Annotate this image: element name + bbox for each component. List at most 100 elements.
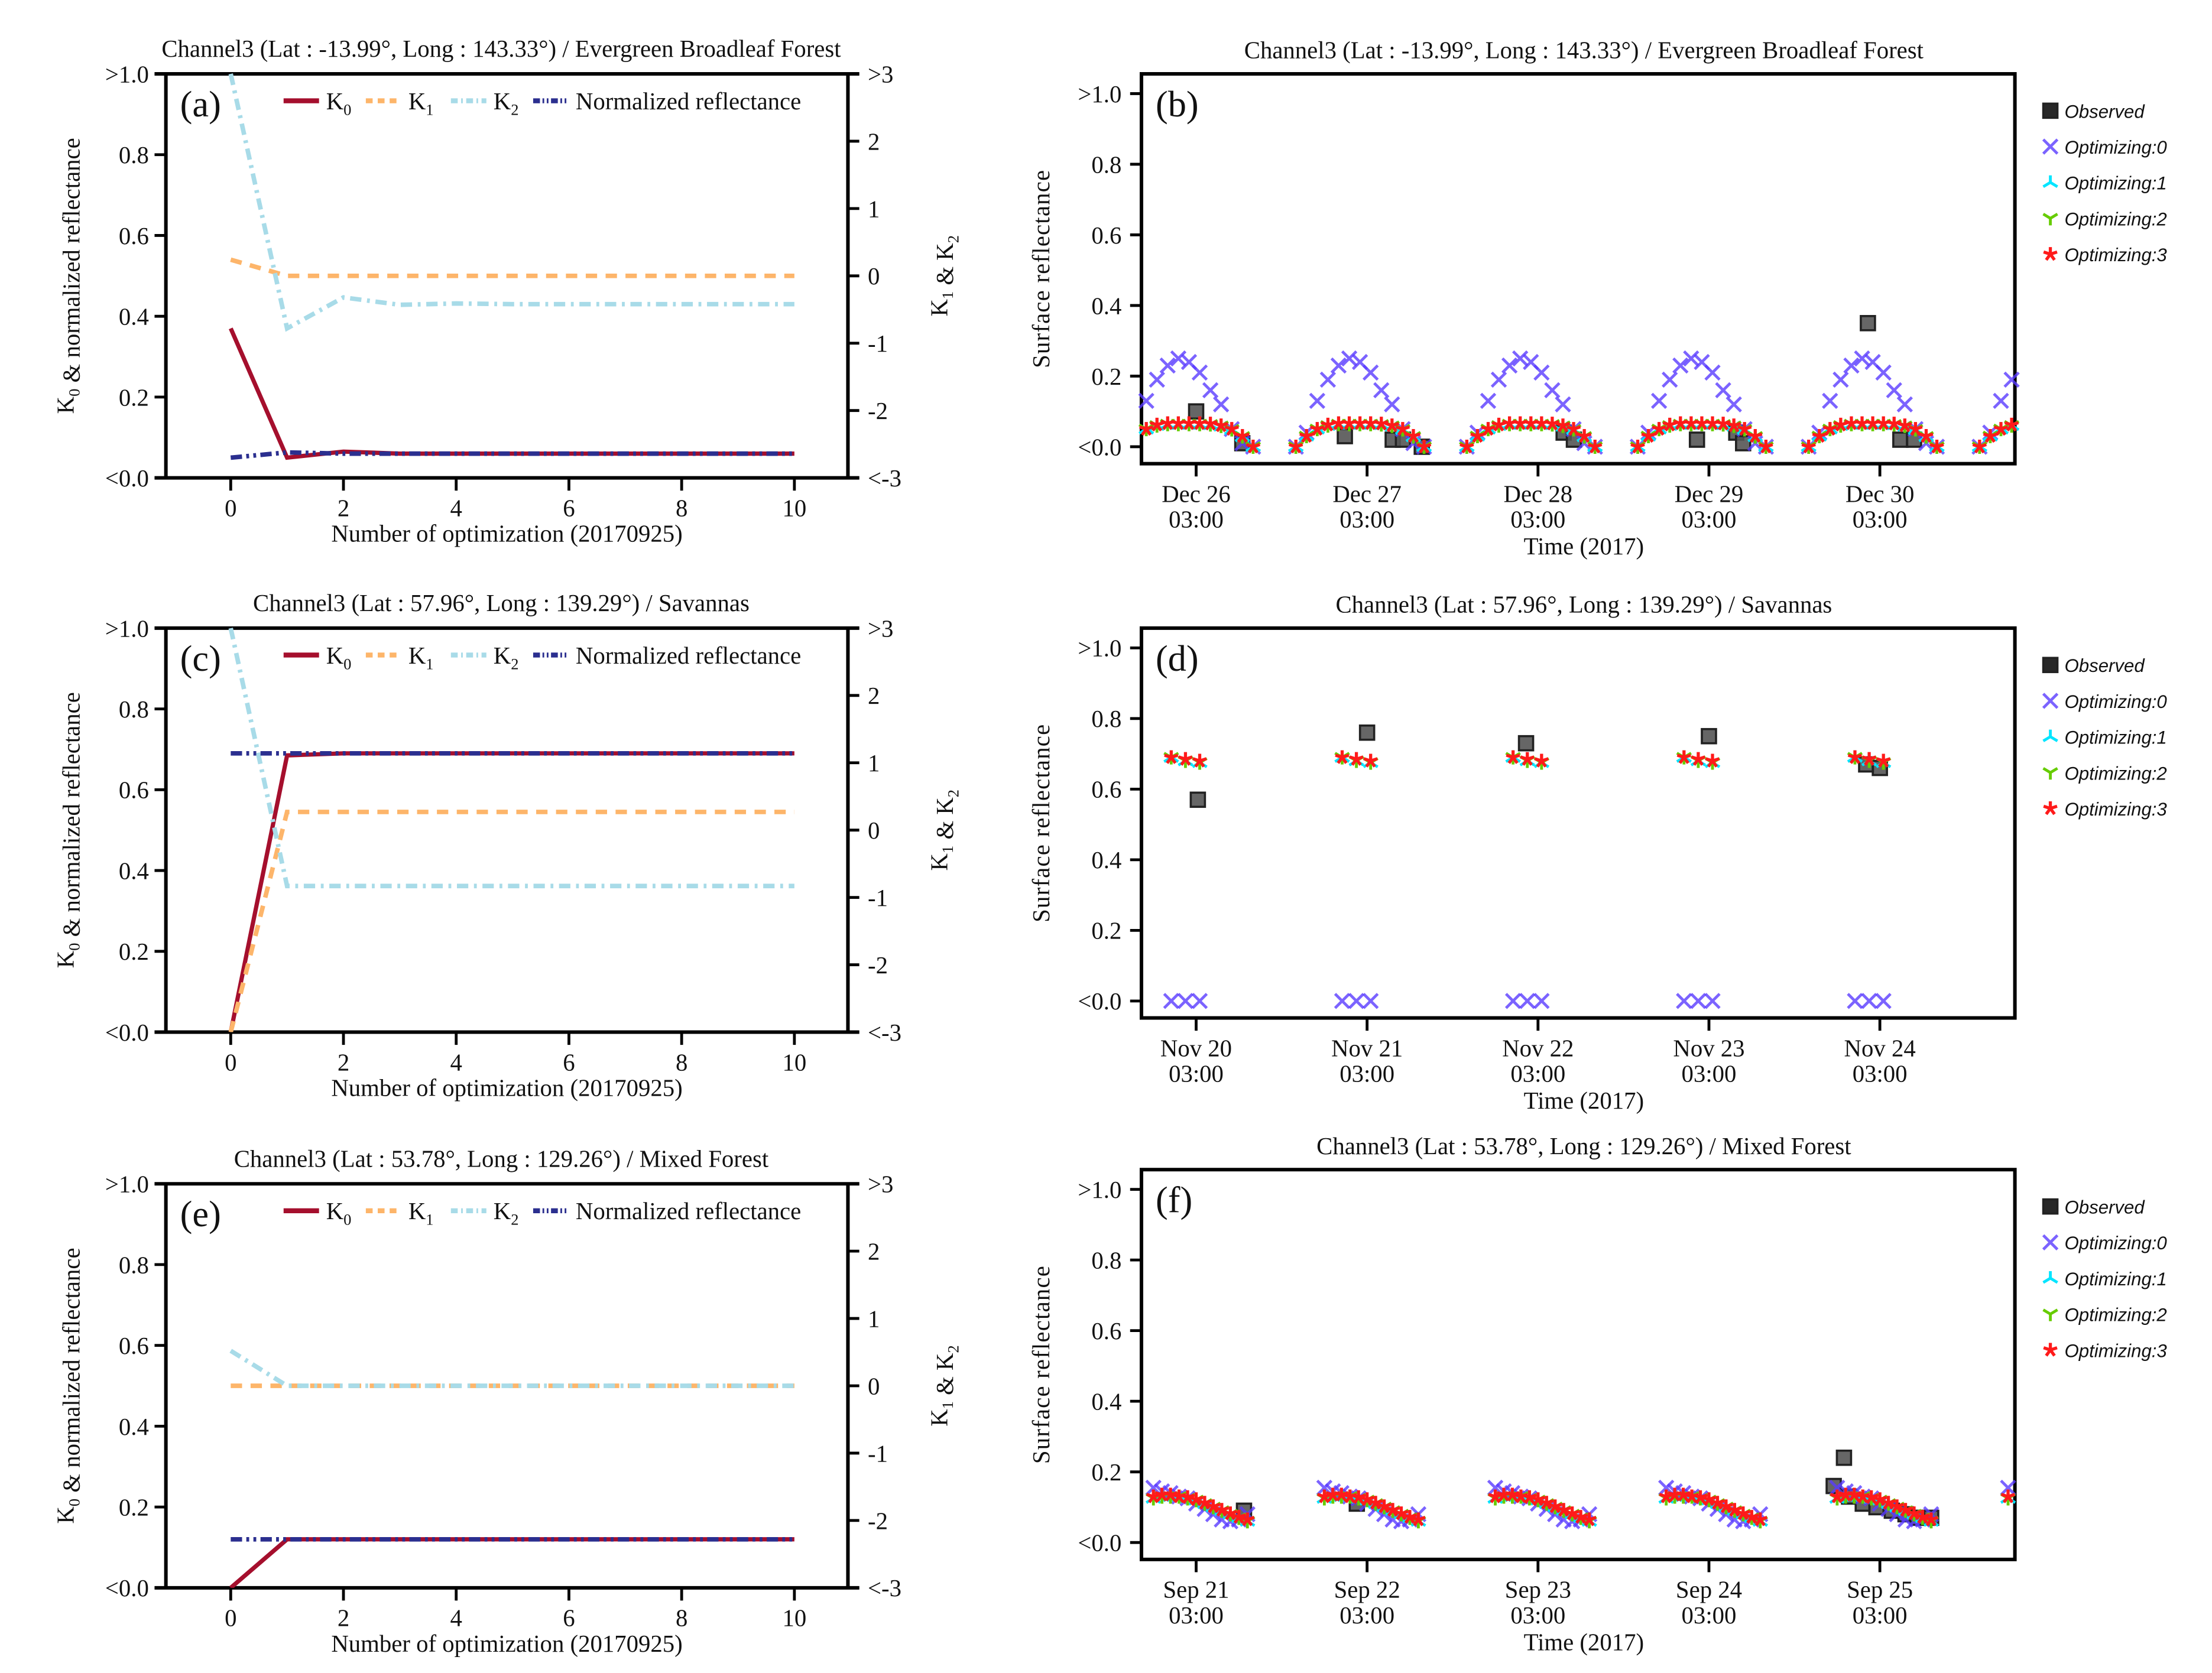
x-tick-label-date: Dec 27: [1332, 480, 1402, 507]
y2-tick-label: 2: [868, 683, 880, 709]
legend-label: K1: [408, 88, 434, 119]
data-point: [1830, 1489, 1845, 1503]
data-point: [1676, 993, 1692, 1009]
data-point: [1662, 417, 1677, 432]
data-point: [1650, 392, 1668, 409]
observed-point: [1701, 727, 1717, 745]
data-point: [1748, 429, 1763, 443]
data-point: [1177, 993, 1194, 1009]
legend-item: K1: [365, 88, 434, 119]
x-tick-label-time: 03:00: [1339, 1602, 1394, 1629]
data-point: [1587, 439, 1603, 454]
x-tick-label-date: Sep 23: [1505, 1577, 1571, 1603]
data-point: [1235, 429, 1250, 443]
data-point: [1534, 416, 1549, 430]
x-tick-label-time: 03:00: [1682, 1602, 1737, 1629]
data-point: [1416, 439, 1432, 454]
y2-tick-label: 0: [868, 263, 880, 290]
x-tick-label-date: Nov 22: [1502, 1035, 1574, 1061]
data-point: [1363, 753, 1378, 768]
x-tick-label-time: 03:00: [1169, 1060, 1224, 1087]
observed-point: [1735, 435, 1752, 451]
data-point: [1744, 1510, 1759, 1524]
legend-item: K2: [450, 642, 518, 673]
legend-label: Optimizing:1: [2065, 1269, 2167, 1289]
data-point: [1854, 416, 1870, 430]
x-tick-label-date: Nov 24: [1844, 1035, 1916, 1061]
y-tick-label: 0.2: [119, 384, 149, 411]
data-point: [1694, 416, 1710, 430]
y2-tick-label: 2: [868, 128, 880, 155]
plot-frame: [1139, 72, 2017, 466]
data-point: [1402, 1510, 1418, 1524]
y2-tick-label: -2: [868, 952, 888, 979]
legend-label: K1: [408, 1198, 434, 1229]
data-point: [1202, 382, 1219, 399]
y-tick-label: >1.0: [1078, 81, 1121, 108]
x-tick-label-time: 03:00: [1510, 1060, 1565, 1087]
y2-tick-label: <-3: [868, 1575, 901, 1601]
data-point: [1384, 396, 1400, 412]
x-tick-label: 2: [338, 1605, 349, 1632]
data-point: [1566, 422, 1581, 436]
legend-item: Observed: [2042, 101, 2145, 122]
legend-marker: [2042, 213, 2058, 226]
x-tick-label-time: 03:00: [1510, 506, 1565, 533]
x-tick-label-date: Sep 24: [1676, 1577, 1742, 1603]
x-tick-label-time: 03:00: [1339, 506, 1394, 533]
data-point: [1192, 416, 1207, 430]
x-tick-label: 4: [450, 495, 462, 521]
data-point: [1288, 439, 1303, 454]
observed-point: [1860, 315, 1876, 332]
data-point: [1192, 753, 1207, 768]
data-point: [1684, 416, 1699, 430]
data-point: [1915, 1510, 1930, 1524]
legend-label: Normalized reflectance: [576, 88, 801, 115]
y-axis-label: Surface reflectance: [1028, 1265, 1055, 1464]
data-point: [1139, 422, 1154, 436]
data-point: [1993, 422, 2009, 436]
legend-item: Normalized reflectance: [533, 88, 801, 115]
y-tick-label: 0.8: [1091, 151, 1121, 178]
data-point: [1822, 422, 1838, 436]
data-point: [1480, 392, 1497, 409]
y-tick-label: >1.0: [105, 61, 149, 87]
data-point: [1843, 357, 1860, 374]
data-point: [1331, 416, 1346, 430]
x-tick-label: 8: [676, 1049, 687, 1076]
y2-tick-label: <-3: [868, 465, 901, 492]
legend-item: K0: [283, 1198, 352, 1229]
data-point: [1759, 439, 1773, 454]
y-tick-label: <0.0: [105, 465, 149, 492]
panel-label: (f): [1156, 1180, 1192, 1220]
y-tick-label: 0.2: [1091, 363, 1121, 390]
data-point: [1159, 357, 1176, 374]
x-tick-label-date: Sep 22: [1334, 1577, 1400, 1603]
observed-point: [1189, 791, 1206, 808]
panel-title: Channel3 (Lat : -13.99°, Long : 143.33°)…: [1244, 37, 1924, 64]
legend-label: K0: [326, 1198, 352, 1229]
legend-item: Observed: [2042, 1197, 2145, 1218]
data-point: [1470, 429, 1485, 443]
data-point: [1231, 1510, 1247, 1524]
y-tick-label: 0.6: [1091, 777, 1121, 803]
x-tick-label: 6: [563, 1049, 575, 1076]
data-point: [1149, 371, 1165, 388]
data-point: [1972, 439, 1987, 454]
data-point: [1319, 371, 1337, 388]
y-tick-label: >1.0: [105, 1171, 149, 1198]
y-tick-label: 0.6: [119, 777, 149, 804]
legend-item: Optimizing:0: [2042, 137, 2167, 158]
x-tick-label: 10: [782, 495, 806, 521]
y2-tick-label: 0: [868, 817, 880, 844]
legend-item: K0: [283, 642, 351, 673]
data-point: [1876, 416, 1891, 430]
data-point: [1191, 993, 1208, 1009]
y-tick-label: 0.4: [119, 304, 149, 330]
panel-label: (a): [180, 84, 221, 125]
data-point: [1676, 750, 1692, 764]
y2-axis-label: K1 & K2: [926, 1345, 962, 1427]
x-tick-label-time: 03:00: [1853, 1602, 1908, 1629]
legend-marker: [2042, 138, 2059, 155]
legend-item: Optimizing:0: [2042, 691, 2167, 712]
